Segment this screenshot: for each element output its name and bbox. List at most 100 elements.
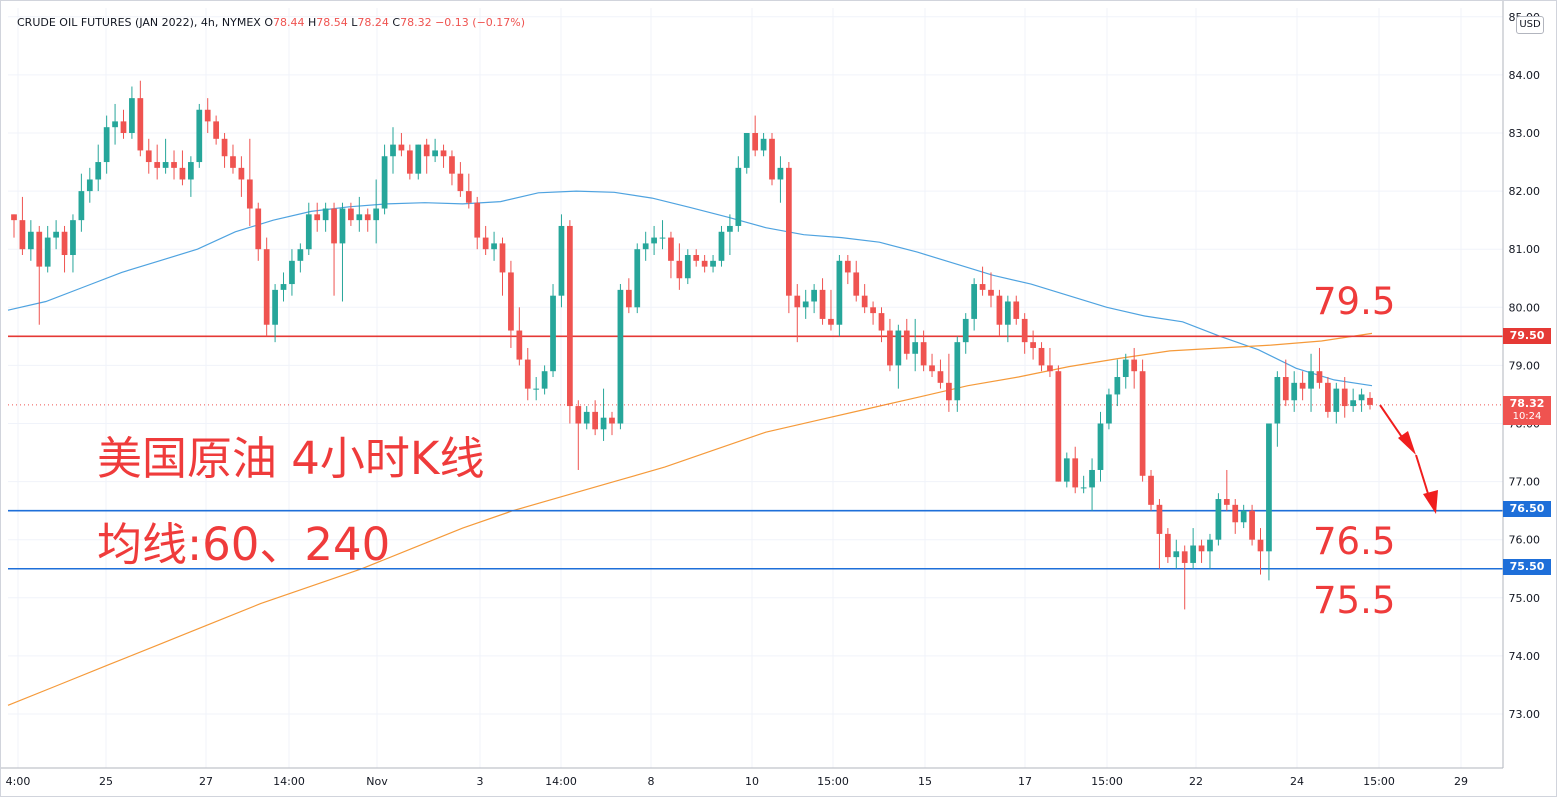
time-tick-label: 15:00 xyxy=(1091,775,1123,788)
candle-body xyxy=(1232,504,1239,523)
candle-body xyxy=(929,365,935,372)
close-value: 78.32 xyxy=(400,16,432,29)
candle-body xyxy=(398,144,405,151)
candle-body xyxy=(120,121,127,133)
candle-body xyxy=(179,167,186,180)
candle-body xyxy=(971,284,978,319)
candle-body xyxy=(78,191,85,221)
candle-body xyxy=(297,249,304,261)
candle-body xyxy=(1080,487,1087,489)
time-tick-label: 15:00 xyxy=(817,775,849,788)
candle-body xyxy=(524,359,531,389)
candle-body xyxy=(1266,423,1272,552)
candle-body xyxy=(449,156,455,174)
price-tick-label: 82.00 xyxy=(1509,185,1541,198)
candle-body xyxy=(457,173,464,192)
candle-body xyxy=(785,167,792,296)
candle-body xyxy=(735,167,742,226)
candle-body xyxy=(415,144,422,174)
candle-body xyxy=(954,342,961,401)
candle-body xyxy=(1055,371,1062,482)
candle-body xyxy=(1358,394,1365,401)
candle-body xyxy=(962,318,969,343)
support-1-price-tag: 76.50 xyxy=(1503,501,1551,517)
forecast-arrows xyxy=(1379,404,1438,514)
candle-body xyxy=(1063,458,1070,482)
candle-body xyxy=(853,272,860,296)
candle-body xyxy=(44,237,51,267)
candle-body xyxy=(1350,400,1357,407)
candle-body xyxy=(1173,551,1180,558)
price-tick-label: 77.00 xyxy=(1509,476,1541,489)
price-tick-label: 76.00 xyxy=(1509,534,1541,547)
candle-body xyxy=(920,342,927,366)
candle-body xyxy=(1122,359,1129,378)
candle-body xyxy=(1181,551,1188,563)
candle-body xyxy=(727,225,733,232)
candle-body xyxy=(1047,365,1053,372)
candle-body xyxy=(1282,377,1289,401)
candle-body xyxy=(1325,382,1331,412)
level-76-5-label: 76.5 xyxy=(1313,520,1396,563)
candle-body xyxy=(112,121,118,128)
candle-body xyxy=(289,260,295,285)
candle-body xyxy=(541,371,548,389)
candle-body xyxy=(373,208,380,221)
candle-body xyxy=(903,330,910,354)
candle-body xyxy=(1223,499,1230,505)
candle-body xyxy=(423,144,430,157)
candle-body xyxy=(870,307,876,314)
candle-body xyxy=(230,156,236,168)
candle-body xyxy=(27,231,34,250)
currency-badge[interactable]: USD xyxy=(1516,16,1544,34)
candle-body xyxy=(95,162,102,180)
candle-body xyxy=(769,138,775,180)
candle-body xyxy=(1207,539,1213,552)
time-tick-label: 29 xyxy=(1454,775,1468,788)
candle-body xyxy=(263,249,270,325)
candle-body xyxy=(1139,371,1146,476)
price-tick-label: 84.00 xyxy=(1509,69,1541,82)
time-tick-label: 14:00 xyxy=(273,775,305,788)
candle-body xyxy=(1240,510,1247,523)
candle-body xyxy=(1164,533,1171,558)
candle-body xyxy=(474,202,481,238)
symbol-name[interactable]: CRUDE OIL FUTURES (JAN 2022), 4h, NYMEX xyxy=(17,16,261,29)
candle-body xyxy=(1148,475,1154,505)
price-tick-label: 81.00 xyxy=(1509,243,1541,256)
candle-body xyxy=(1274,377,1281,424)
candle-body xyxy=(1013,301,1020,319)
candle-body xyxy=(145,150,152,163)
candle-body xyxy=(1156,504,1163,534)
candle-body xyxy=(406,150,413,174)
candle-body xyxy=(861,295,868,308)
price-tick-label: 75.00 xyxy=(1509,592,1541,605)
candle-countdown: 10:24 xyxy=(1512,411,1542,422)
current-price-tag: 78.32 10:24 xyxy=(1503,396,1551,425)
candle-body xyxy=(1021,318,1028,343)
candle-body xyxy=(1089,469,1095,488)
high-label: H xyxy=(307,16,317,29)
candle-body xyxy=(550,295,556,372)
candle-body xyxy=(221,138,228,157)
time-tick-label: 25 xyxy=(99,775,113,788)
price-tick-label: 83.00 xyxy=(1509,127,1541,140)
change-value: −0.13 (−0.17%) xyxy=(435,16,526,29)
candle-body xyxy=(305,214,312,250)
candle-body xyxy=(339,208,346,244)
time-tick-label: 24 xyxy=(1290,775,1304,788)
level-75-5-label: 75.5 xyxy=(1313,579,1396,622)
candle-body xyxy=(567,225,573,407)
price-tick-label: 74.00 xyxy=(1509,650,1541,663)
candle-body xyxy=(19,220,26,250)
time-tick-label: 15 xyxy=(918,775,932,788)
time-tick-label: 3 xyxy=(477,775,484,788)
candle-body xyxy=(701,260,708,267)
candle-body xyxy=(482,237,489,250)
low-label: L xyxy=(351,16,358,29)
candle-body xyxy=(1257,539,1264,552)
time-tick-label: 15:00 xyxy=(1363,775,1395,788)
